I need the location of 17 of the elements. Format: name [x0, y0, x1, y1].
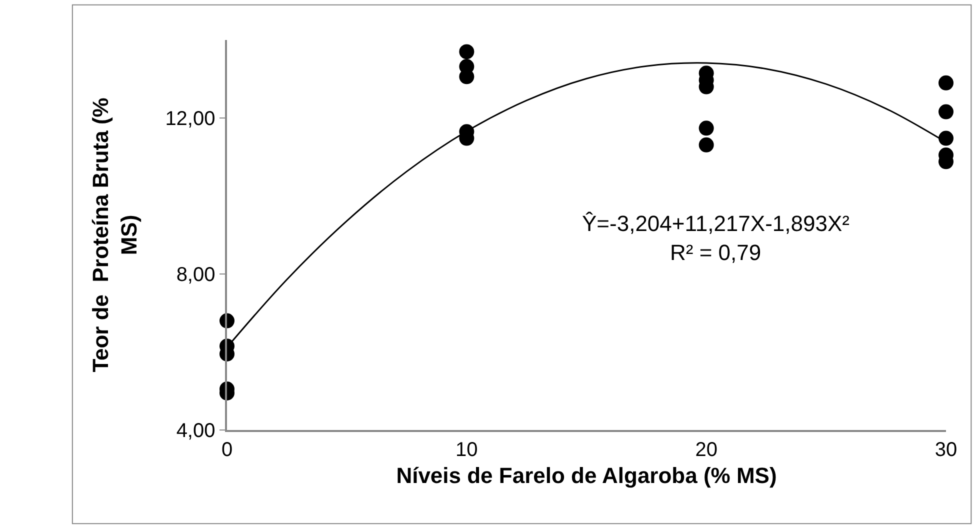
x-tick-label: 20 — [695, 438, 718, 461]
y-axis-title: Teor de Proteína Bruta (% MS) — [88, 98, 142, 372]
annotation: Ŷ=-3,204+11,217X-1,893X² — [582, 211, 850, 236]
point — [938, 75, 954, 90]
x-axis-title: Níveis de Farelo de Algaroba (% MS) — [396, 463, 777, 488]
x-tick-label: 0 — [221, 438, 233, 461]
point — [698, 120, 714, 136]
x-tick-label: 10 — [456, 438, 478, 461]
point — [938, 104, 954, 120]
y-tick-label: 8,00 — [176, 264, 216, 286]
y-tick-label: 4,00 — [176, 420, 216, 442]
point — [938, 130, 954, 146]
x-tick-label: 30 — [934, 438, 958, 461]
point — [459, 44, 474, 60]
point — [698, 137, 714, 152]
annotation: R² = 0,79 — [670, 240, 762, 265]
y-tick-label: 12,00 — [165, 108, 216, 130]
